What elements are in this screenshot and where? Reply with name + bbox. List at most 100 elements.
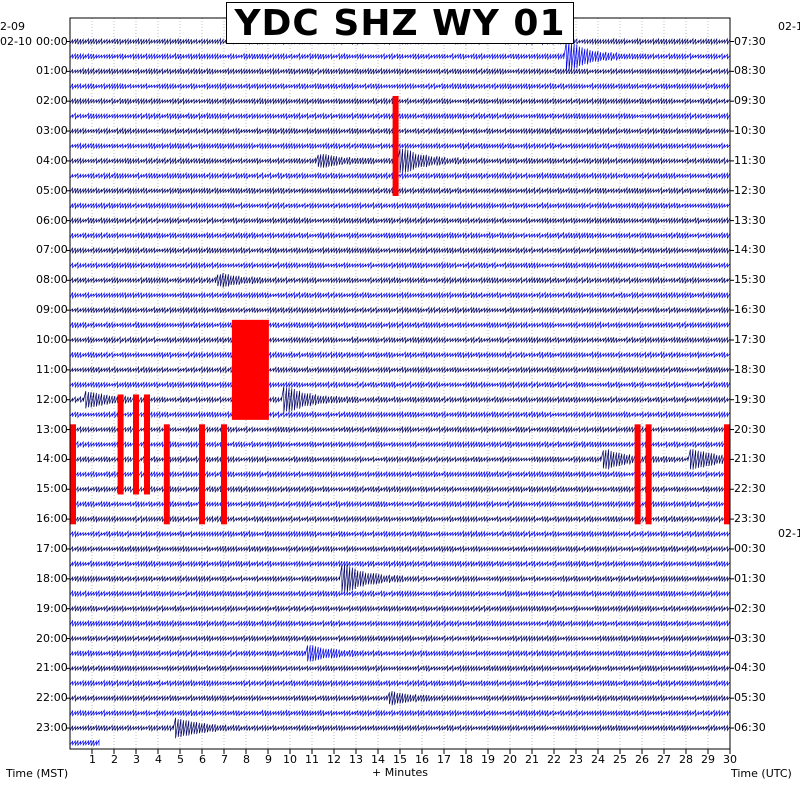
left-hour-label: 05:00 <box>36 183 68 197</box>
clipped-event-marker <box>117 394 124 495</box>
clipped-event-marker <box>645 424 652 525</box>
right-hour-label: 11:30 <box>734 153 766 167</box>
x-tick-label: 25 <box>613 753 627 766</box>
trace-line <box>69 589 731 598</box>
x-axis-label: + Minutes <box>372 766 429 779</box>
trace-line <box>69 559 731 569</box>
x-tick-label: 4 <box>155 753 162 766</box>
x-tick-label: 9 <box>265 753 272 766</box>
right-hour-label: 22:30 <box>734 482 766 496</box>
left-hour-label: 22:00 <box>36 691 68 705</box>
right-hour-label: 07:30 <box>734 34 766 48</box>
clipped-event-marker <box>144 394 150 495</box>
left-hour-label: 08:00 <box>36 273 68 287</box>
x-tick-label: 21 <box>525 753 539 766</box>
right-hour-label: 23:30 <box>734 512 766 526</box>
trace-line <box>69 691 731 706</box>
x-tick-label: 3 <box>133 753 140 766</box>
right-date-second: 02-1 <box>778 527 800 540</box>
right-axis-label: Time (UTC) <box>731 767 792 780</box>
trace-line <box>69 679 731 688</box>
right-hour-label: 08:30 <box>734 64 766 78</box>
right-hour-label: 04:30 <box>734 661 766 675</box>
right-hour-label: 01:30 <box>734 571 766 585</box>
clipped-event-marker <box>634 424 641 525</box>
trace-line <box>69 564 731 594</box>
left-hour-label: 12:00 <box>36 392 68 406</box>
trace-line <box>69 664 731 673</box>
right-hour-label: 21:30 <box>734 452 766 466</box>
trace-line <box>69 386 731 413</box>
left-hour-label: 13:00 <box>36 422 68 436</box>
clipped-event-marker <box>133 394 139 495</box>
left-hour-label: 03:00 <box>36 124 68 138</box>
left-hour-label: 14:00 <box>36 452 68 466</box>
clipped-event-marker <box>199 424 205 525</box>
trace-line <box>69 97 731 106</box>
left-hour-label: 09:00 <box>36 303 68 317</box>
trace-line <box>69 148 731 174</box>
left-date-second: 02-10 <box>0 35 32 48</box>
left-hour-label: 02:00 <box>36 94 68 108</box>
clipped-event-marker <box>724 424 730 525</box>
x-tick-label: 14 <box>371 753 385 766</box>
left-hour-label: 10:00 <box>36 333 68 346</box>
left-hour-label: 20:00 <box>36 631 68 645</box>
right-hour-label: 13:30 <box>734 213 766 227</box>
x-tick-label: 23 <box>569 753 583 766</box>
trace-line <box>69 380 731 389</box>
right-hour-label: 20:30 <box>734 422 766 436</box>
trace-line <box>69 126 731 136</box>
left-hour-label: 01:00 <box>36 64 68 78</box>
x-tick-label: 30 <box>723 753 737 766</box>
x-tick-label: 1 <box>89 753 96 766</box>
left-hour-label: 18:00 <box>36 571 68 585</box>
trace-line <box>69 231 731 240</box>
trace-line <box>69 470 731 479</box>
trace-line <box>69 485 731 494</box>
right-date-top: 02-1 <box>778 20 800 33</box>
trace-line <box>69 449 731 470</box>
trace-line <box>69 141 731 151</box>
clipped-event-marker <box>392 95 399 196</box>
trace-line <box>69 41 731 72</box>
trace-line <box>69 529 731 539</box>
trace-line <box>69 306 731 315</box>
trace-line <box>69 261 731 270</box>
trace-line <box>69 604 731 613</box>
trace-line <box>69 201 731 210</box>
right-hour-label: 18:30 <box>734 362 766 376</box>
left-hour-label: 11:00 <box>36 362 68 376</box>
trace-line <box>69 410 731 419</box>
x-tick-label: 27 <box>657 753 671 766</box>
x-tick-label: 7 <box>221 753 228 766</box>
right-hour-label: 14:30 <box>734 243 766 257</box>
trace-line <box>69 425 731 434</box>
trace-line <box>69 320 731 330</box>
trace-line <box>69 246 731 255</box>
left-hour-label: 15:00 <box>36 482 68 496</box>
trace-line <box>69 500 731 509</box>
x-tick-label: 29 <box>701 753 715 766</box>
chart-title: YDC SHZ WY 01 <box>234 2 566 44</box>
x-tick-label: 10 <box>283 753 297 766</box>
tick-layer <box>66 41 734 754</box>
x-tick-label: 5 <box>177 753 184 766</box>
trace-line <box>69 365 731 374</box>
left-date-top: 2-09 <box>0 20 25 33</box>
left-hour-label: 17:00 <box>36 541 68 555</box>
trace-line <box>69 186 731 195</box>
trace-line <box>69 440 731 449</box>
left-hour-label: 21:00 <box>36 661 68 675</box>
right-hour-label: 10:30 <box>734 124 766 138</box>
right-hour-label: 15:30 <box>734 273 766 287</box>
left-hour-label: 23:00 <box>36 721 68 735</box>
right-hour-label: 16:30 <box>734 303 766 317</box>
right-hour-label: 06:30 <box>734 721 766 735</box>
x-tick-label: 26 <box>635 753 649 766</box>
trace-line <box>69 350 731 360</box>
trace-line <box>69 514 731 524</box>
right-hour-label: 17:30 <box>734 333 766 346</box>
trace-line <box>69 738 100 747</box>
